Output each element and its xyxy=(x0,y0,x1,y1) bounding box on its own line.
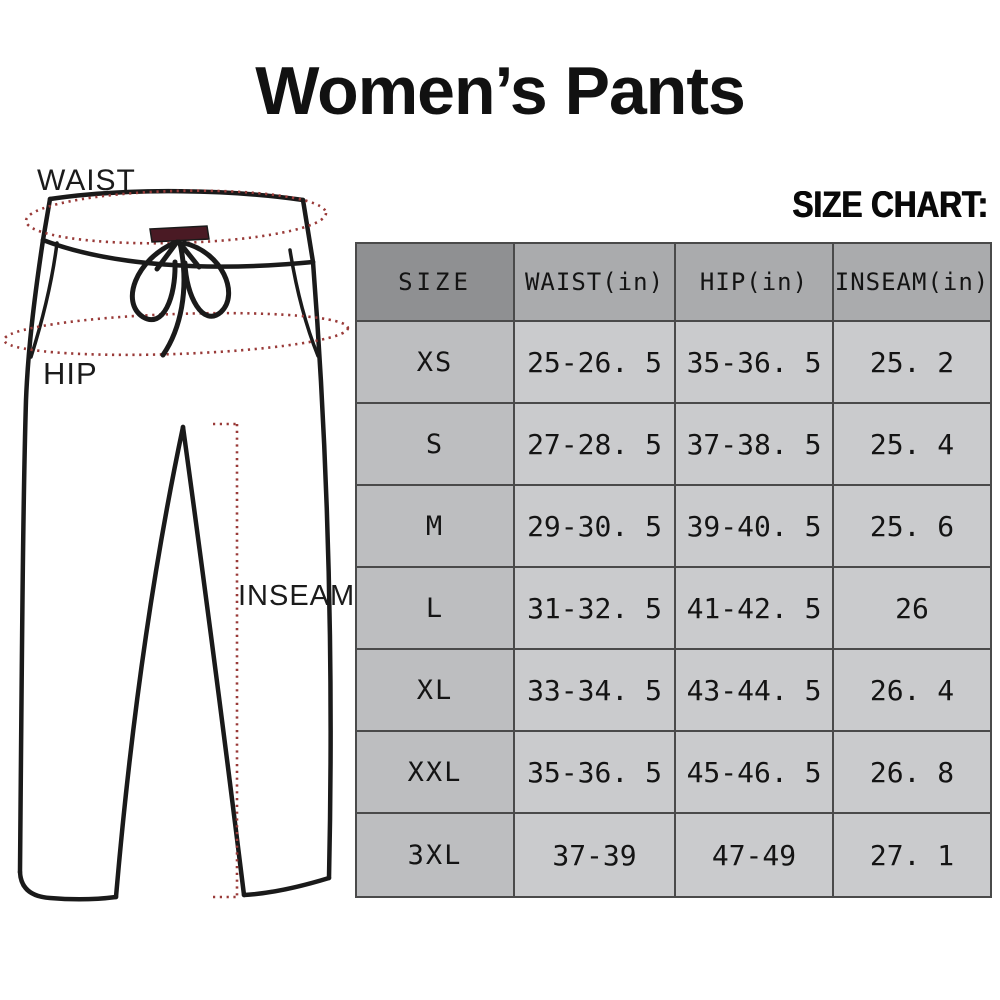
value-cell: 39-40. 5 xyxy=(676,486,834,568)
left-hem xyxy=(17,869,119,902)
size-cell: M xyxy=(357,486,515,568)
value-cell: 41-42. 5 xyxy=(676,568,834,650)
column-header: HIP(in) xyxy=(676,244,834,322)
value-cell: 25-26. 5 xyxy=(515,322,676,404)
value-cell: 27. 1 xyxy=(834,814,990,896)
left-pocket-curve xyxy=(29,241,59,359)
left-outer-seam xyxy=(17,237,46,875)
drawstring-bar xyxy=(149,225,210,243)
waistband-top xyxy=(47,188,306,203)
size-chart-heading: SIZE CHART: xyxy=(792,184,988,225)
value-cell: 26 xyxy=(834,568,990,650)
value-cell: 37-39 xyxy=(515,814,676,896)
hip-measure-ellipse xyxy=(2,311,350,357)
value-cell: 25. 6 xyxy=(834,486,990,568)
size-chart-table: SIZE WAIST(in) HIP(in) INSEAM(in) XS 25-26. 5… xyxy=(355,242,992,898)
drawstring-bow xyxy=(130,239,232,358)
size-cell: XS xyxy=(357,322,515,404)
column-header: SIZE xyxy=(357,244,515,322)
size-cell: XXL xyxy=(357,732,515,814)
value-cell: 37-38. 5 xyxy=(676,404,834,486)
hip-label: HIP xyxy=(43,356,98,391)
pants-outline xyxy=(17,188,333,902)
value-cell: 35-36. 5 xyxy=(515,732,676,814)
value-cell: 25. 2 xyxy=(834,322,990,404)
right-hem xyxy=(241,875,332,898)
value-cell: 35-36. 5 xyxy=(676,322,834,404)
inseam-label: INSEAM xyxy=(238,580,356,612)
value-cell: 47-49 xyxy=(676,814,834,896)
right-inseam-edge xyxy=(180,424,247,898)
value-cell: 43-44. 5 xyxy=(676,650,834,732)
size-cell: 3XL xyxy=(357,814,515,896)
value-cell: 45-46. 5 xyxy=(676,732,834,814)
measurement-lines xyxy=(2,189,350,899)
size-cell: L xyxy=(357,568,515,650)
column-header: INSEAM(in) xyxy=(834,244,990,322)
waistband-bottom xyxy=(40,237,316,269)
value-cell: 26. 8 xyxy=(834,732,990,814)
left-inseam-edge xyxy=(113,424,186,900)
waist-measure-ellipse xyxy=(24,189,328,245)
column-header: WAIST(in) xyxy=(515,244,676,322)
page-title: Women’s Pants xyxy=(255,53,746,129)
value-cell: 31-32. 5 xyxy=(515,568,676,650)
value-cell: 29-30. 5 xyxy=(515,486,676,568)
size-cell: S xyxy=(357,404,515,486)
value-cell: 25. 4 xyxy=(834,404,990,486)
waistband-right xyxy=(300,197,316,265)
right-outer-seam xyxy=(310,259,333,881)
pants-diagram xyxy=(2,188,350,902)
size-cell: XL xyxy=(357,650,515,732)
waist-label: WAIST xyxy=(37,164,136,197)
value-cell: 33-34. 5 xyxy=(515,650,676,732)
value-cell: 27-28. 5 xyxy=(515,404,676,486)
right-pocket-curve xyxy=(288,248,320,358)
value-cell: 26. 4 xyxy=(834,650,990,732)
